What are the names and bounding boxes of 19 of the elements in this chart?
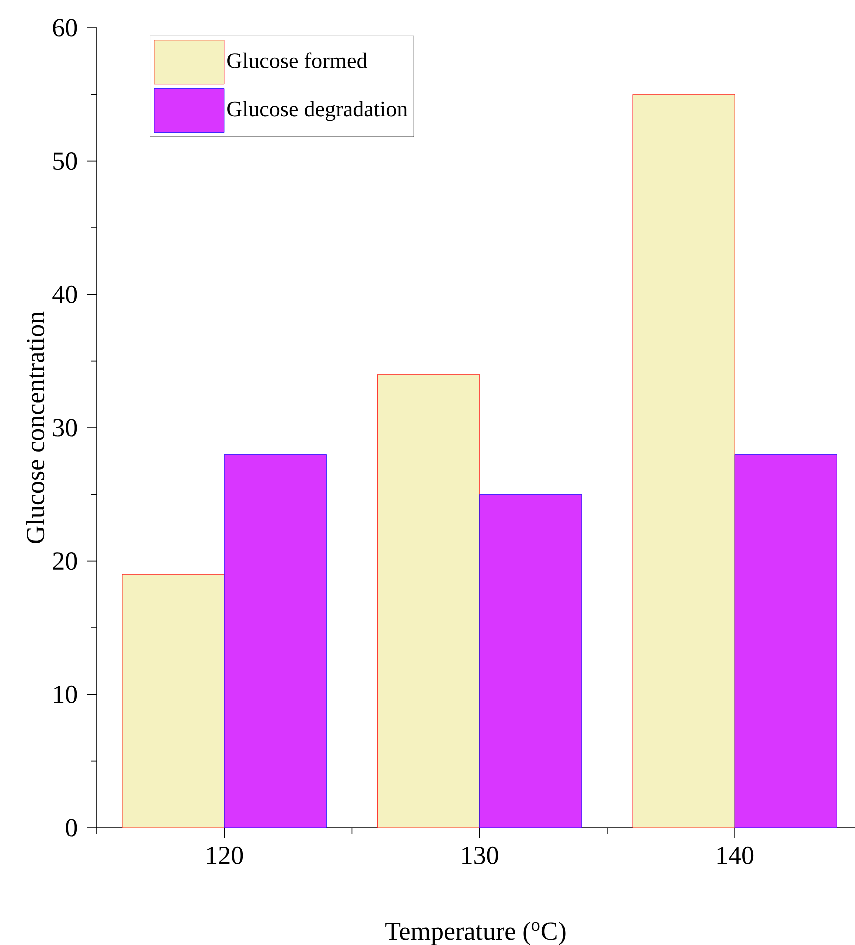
y-tick-label: 50 — [54, 152, 78, 170]
y-tick-label: 40 — [52, 286, 78, 304]
x-tick-label: 120 — [207, 846, 244, 864]
bar — [480, 494, 582, 828]
y-axis-title: Glucose concentration — [26, 312, 45, 544]
x-tick-label: 140 — [718, 846, 754, 864]
bar — [632, 94, 736, 828]
x-tick-label: 130 — [462, 846, 498, 864]
bar — [224, 454, 327, 828]
legend-label: Glucose degradation — [228, 101, 408, 122]
bar — [734, 454, 838, 828]
bar — [378, 374, 480, 828]
y-tick-label: 20 — [53, 552, 78, 570]
bar — [122, 574, 225, 828]
y-tick-label: 30 — [53, 419, 78, 437]
y-tick-label: 60 — [53, 19, 78, 37]
y-tick-label: 0 — [66, 819, 78, 837]
legend-label: Glucose formed — [228, 52, 368, 68]
y-tick-label: 10 — [54, 686, 78, 704]
